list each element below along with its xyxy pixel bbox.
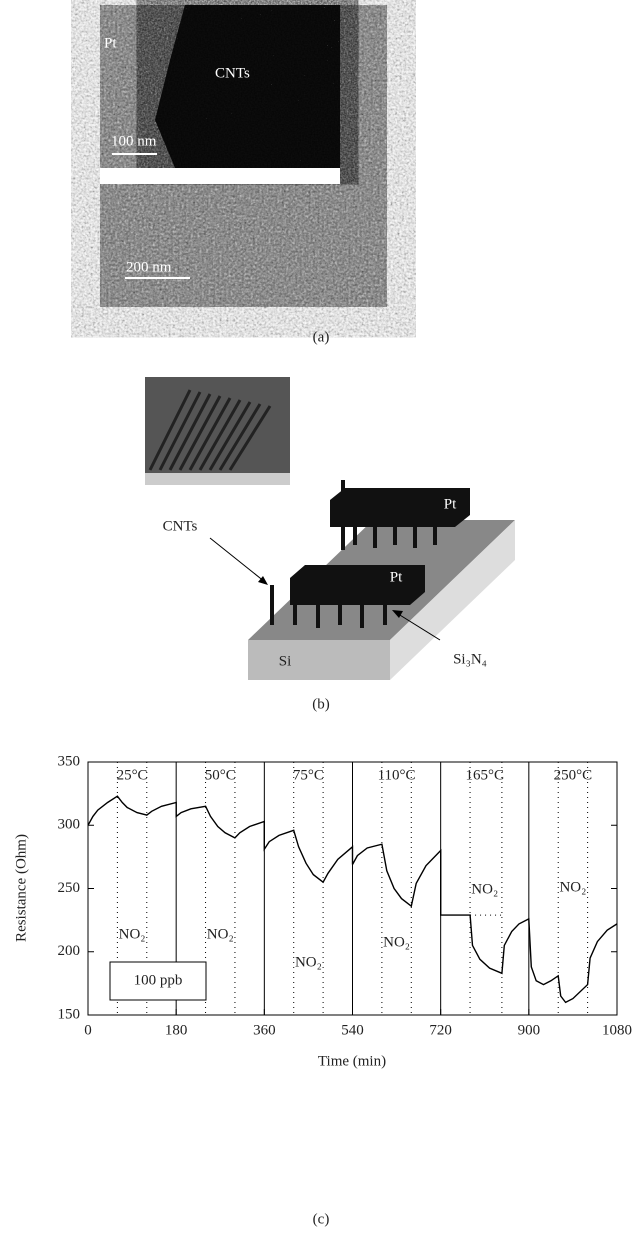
segment-label: 25°C — [117, 767, 148, 783]
y-tick-label: 300 — [58, 817, 81, 833]
x-tick-label: 180 — [165, 1022, 188, 1038]
gas-label: NO₂ — [207, 926, 234, 942]
segment-label: 50°C — [205, 767, 236, 783]
label: Pt — [104, 35, 117, 51]
x-tick-label: 360 — [253, 1022, 276, 1038]
y-tick-label: 200 — [58, 943, 81, 959]
segment-label: 110°C — [378, 767, 416, 783]
legend-box — [109, 961, 207, 1001]
y-axis-label: Resistance (Ohm) — [13, 834, 29, 942]
gas-label: NO₂ — [471, 881, 498, 897]
label: Si₃N₄ — [453, 651, 487, 667]
data-line — [87, 795, 618, 1004]
y-tick-label: 350 — [58, 753, 81, 769]
gas-label: NO₂ — [559, 879, 586, 895]
segment-label: 165°C — [465, 767, 504, 783]
gas-label: NO₂ — [119, 926, 146, 942]
y-tick-label: 250 — [58, 880, 81, 896]
y-tick-label: 150 — [58, 1006, 81, 1022]
caption: (c) — [313, 1211, 330, 1227]
segment-label: 75°C — [293, 767, 324, 783]
sem-image — [100, 5, 387, 307]
schematic — [145, 377, 515, 680]
label: CNTs — [163, 518, 198, 534]
label: Si — [279, 653, 292, 669]
label: Pt — [444, 496, 457, 512]
x-axis-label: Time (min) — [318, 1053, 386, 1069]
x-tick-label: 900 — [518, 1022, 541, 1038]
box-label: 100 ppb — [134, 972, 183, 988]
x-tick-label: 1080 — [602, 1022, 632, 1038]
gas-label: NO₂ — [295, 954, 322, 970]
label: 200 nm — [126, 259, 172, 275]
label: Pt — [390, 569, 403, 585]
x-tick-label: 540 — [341, 1022, 364, 1038]
label: CNTs — [215, 65, 250, 81]
x-tick-label: 0 — [84, 1022, 92, 1038]
caption: (a) — [313, 329, 330, 345]
segment-label: 250°C — [554, 767, 593, 783]
label: 100 nm — [111, 133, 157, 149]
x-tick-label: 720 — [429, 1022, 452, 1038]
gas-label: NO₂ — [383, 934, 410, 950]
caption: (b) — [312, 696, 330, 712]
